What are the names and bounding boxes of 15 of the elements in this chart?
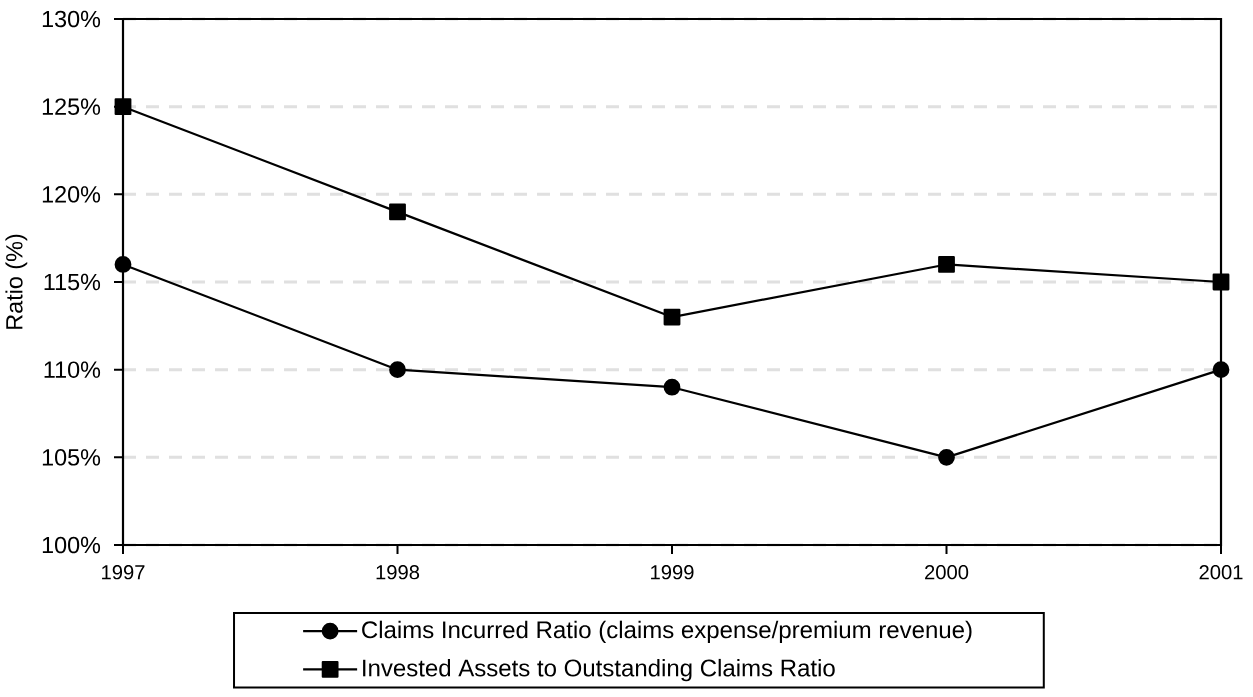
y-tick-label: 125% [42,98,101,115]
x-tick-label: 1997 [102,565,145,580]
x-tick-label: 2000 [925,565,969,580]
x-tick-label: 2001 [1199,565,1243,580]
x-tick-label: 1998 [376,565,420,580]
y-tick-label: 110% [44,361,101,378]
y-tick-label: 100% [42,536,101,554]
legend-label: Claims Incurred Ratio (claims expense/premium revenue) [362,620,972,644]
y-tick-label: 120% [42,186,101,203]
legend-label: Invested Assets to Outstanding Claims Ratio [363,658,835,682]
y-tick-label: 105% [42,449,101,466]
y-tick-label: 130% [42,10,101,28]
y-axis-title: Ratio (%) [5,234,28,329]
x-tick-label: 1999 [651,565,694,580]
y-tick-label: 115% [44,273,101,291]
